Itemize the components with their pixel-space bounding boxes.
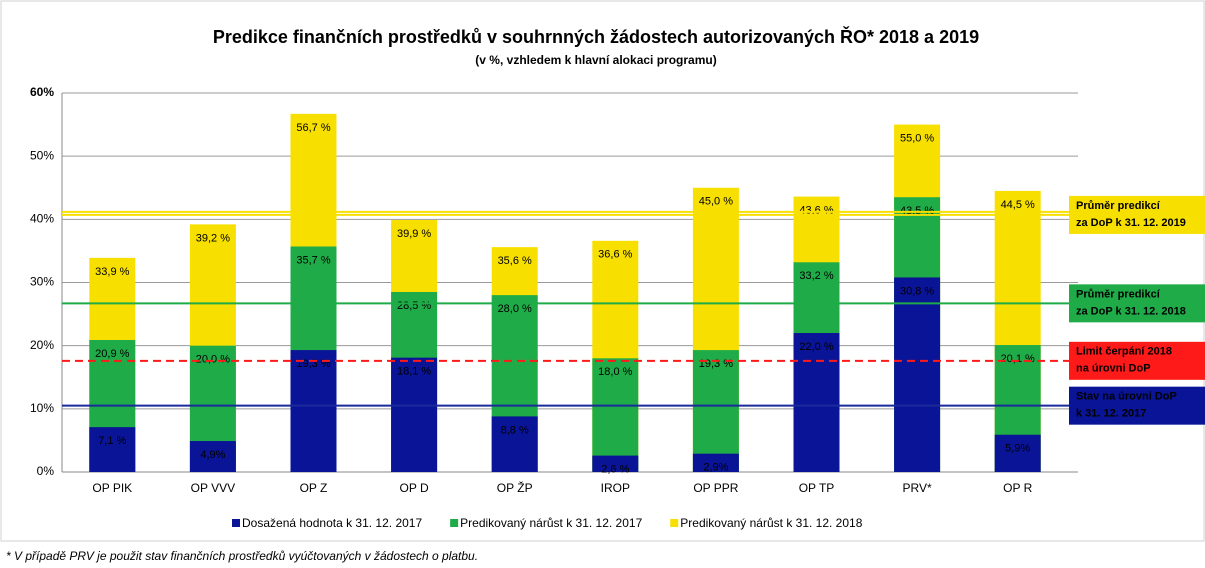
x-tick-label: PRV* [903,481,932,495]
reference-label: k 31. 12. 2017 [1076,408,1146,420]
reference-box [1069,195,1205,234]
value-label: 5,9% [1005,443,1030,455]
x-tick-label: OP TP [799,481,835,495]
y-tick-label: 20% [30,338,54,352]
reference-label: Stav na úrovni DoP [1076,391,1177,403]
y-tick-label: 50% [30,148,54,162]
legend-swatch [232,519,240,527]
value-label: 56,7 % [296,122,330,134]
legend-label: Dosažená hodnota k 31. 12. 2017 [242,516,422,530]
bar [391,357,438,472]
legend-swatch [450,519,459,527]
reference-box [1069,284,1205,323]
value-label: 45,0 % [699,196,733,208]
x-tick-label: IROP [601,481,630,495]
chart-border [0,0,1205,542]
x-tick-label: OP ŽP [497,480,533,495]
bar [894,277,941,472]
value-label: 36,6 % [598,249,632,261]
value-label: 35,7 % [296,254,330,266]
value-label: 19,3 % [699,358,733,370]
y-tick-label: 60% [30,85,54,99]
value-label: 20,0 % [196,354,230,366]
reference-box [1069,341,1205,380]
reference-label: Průměr predikcí [1076,288,1161,300]
legend-label: Predikovaný nárůst k 31. 12. 2018 [680,516,862,530]
bar [793,333,840,472]
value-label: 39,9 % [397,228,431,240]
bar [491,416,538,472]
bar [89,427,136,472]
x-tick-label: OP PPR [693,481,738,495]
bar [290,350,337,472]
y-tick-label: 30% [30,275,54,289]
value-label: 33,9 % [95,266,129,278]
y-tick-label: 10% [30,401,54,415]
bar [692,453,739,472]
footnote: * V případě PRV je použit stav finančníc… [6,549,478,563]
value-label: 30,8 % [900,285,934,297]
value-label: 2,6 % [601,463,629,475]
value-label: 28,0 % [498,303,532,315]
value-label: 28,5 % [397,300,431,312]
reference-label: na úrovni DoP [1076,363,1151,375]
value-label: 44,5 % [1001,199,1035,211]
bar [994,434,1041,472]
legend-swatch [670,519,679,527]
value-label: 8,8 % [501,424,529,436]
y-tick-label: 0% [37,464,55,478]
x-tick-label: OP D [400,481,429,495]
y-tick-label: 40% [30,212,54,226]
reference-label: za DoP k 31. 12. 2018 [1076,305,1186,317]
value-label: 2,9% [703,462,728,474]
x-tick-label: OP VVV [191,481,235,495]
value-label: 20,9 % [95,348,129,360]
reference-label: Limit čerpání 2018 [1076,346,1172,358]
value-label: 20,1 % [1001,353,1035,365]
reference-label: za DoP k 31. 12. 2019 [1076,217,1186,229]
value-label: 33,2 % [799,270,833,282]
bar [189,441,236,472]
bar [592,358,639,472]
chart-subtitle: (v %, vzhledem k hlavní alokaci programu… [475,53,716,67]
x-tick-label: OP Z [300,481,328,495]
bar [592,455,639,472]
bar [692,350,739,472]
value-label: 18,1 % [397,366,431,378]
reference-box [1069,386,1205,425]
x-tick-label: OP PIK [92,481,132,495]
legend-label: Predikovaný nárůst k 31. 12. 2017 [460,516,642,530]
value-label: 18,0 % [598,366,632,378]
x-tick-label: OP R [1003,481,1032,495]
value-label: 35,6 % [498,255,532,267]
value-label: 55,0 % [900,132,934,144]
value-label: 7,1 % [98,435,126,447]
reference-label: Průměr predikcí [1076,200,1161,212]
value-label: 4,9% [200,449,225,461]
value-label: 39,2 % [196,232,230,244]
value-label: 43,6 % [799,204,833,216]
value-label: 22,0 % [799,341,833,353]
chart-title: Predikce finančních prostředků v souhrnn… [213,26,979,47]
value-label: 19,3 % [296,358,330,370]
